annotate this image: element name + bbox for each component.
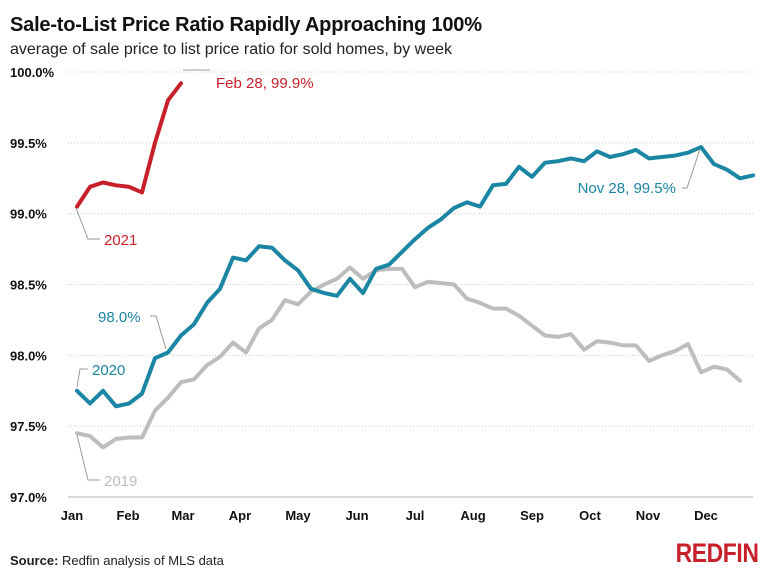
x-tick-label: Jan <box>61 508 83 523</box>
series-line-2021 <box>75 81 183 209</box>
annotation-leader-line <box>76 434 100 481</box>
annotations: Feb 28, 99.9% 2021 98.0% 2020 Nov 28, 99.5% 2… <box>75 69 701 490</box>
annotation-leader-line <box>76 368 88 388</box>
x-tick-label: Mar <box>171 508 194 523</box>
y-tick-label: 98.0% <box>10 348 47 363</box>
redfin-logo: REDFIN <box>675 538 758 568</box>
series-line-2020 <box>75 145 755 409</box>
y-tick-label: 98.5% <box>10 278 47 293</box>
chart-subtitle: average of sale price to list price rati… <box>10 41 452 58</box>
x-axis-ticks: Jan Feb Mar Apr May Jun Jul Aug Sep Oct Nov Dec <box>61 508 718 523</box>
x-tick-label: May <box>285 508 311 523</box>
y-tick-label: 99.0% <box>10 207 47 222</box>
annotation-label: 98.0% <box>98 309 141 326</box>
annotation-leader-line <box>150 315 167 350</box>
annotation-leader-line <box>682 148 701 189</box>
series-lines <box>75 81 755 450</box>
x-tick-label: Oct <box>579 508 601 523</box>
series-line-2019 <box>75 265 742 450</box>
x-tick-label: Feb <box>116 508 139 523</box>
chart-title: Sale-to-List Price Ratio Rapidly Approac… <box>10 14 482 36</box>
source-label: Source: <box>10 553 59 568</box>
annotation-leader-line <box>75 207 100 240</box>
annotation-label: Nov 28, 99.5% <box>578 180 676 197</box>
y-tick-label: 99.5% <box>10 136 47 151</box>
y-tick-label: 97.0% <box>10 490 47 505</box>
x-tick-label: Dec <box>694 508 718 523</box>
source-text: Redfin analysis of MLS data <box>58 553 224 568</box>
y-axis-ticks: 97.0% 97.5% 98.0% 98.5% 99.0% 99.5% 100.0% <box>10 65 55 505</box>
x-tick-label: Apr <box>229 508 251 523</box>
annotation-label: 2019 <box>104 473 137 490</box>
x-tick-label: Aug <box>460 508 485 523</box>
x-tick-label: Sep <box>520 508 544 523</box>
annotation-label: 2020 <box>92 362 125 379</box>
x-tick-label: Jul <box>406 508 425 523</box>
annotation-label: 2021 <box>104 232 137 249</box>
y-tick-label: 100.0% <box>10 65 55 80</box>
annotation-label: Feb 28, 99.9% <box>216 75 314 92</box>
gridlines <box>68 71 753 498</box>
x-tick-label: Jun <box>345 508 368 523</box>
x-tick-label: Nov <box>636 508 661 523</box>
y-tick-label: 97.5% <box>10 419 47 434</box>
source-note: Source: Redfin analysis of MLS data <box>10 553 224 568</box>
